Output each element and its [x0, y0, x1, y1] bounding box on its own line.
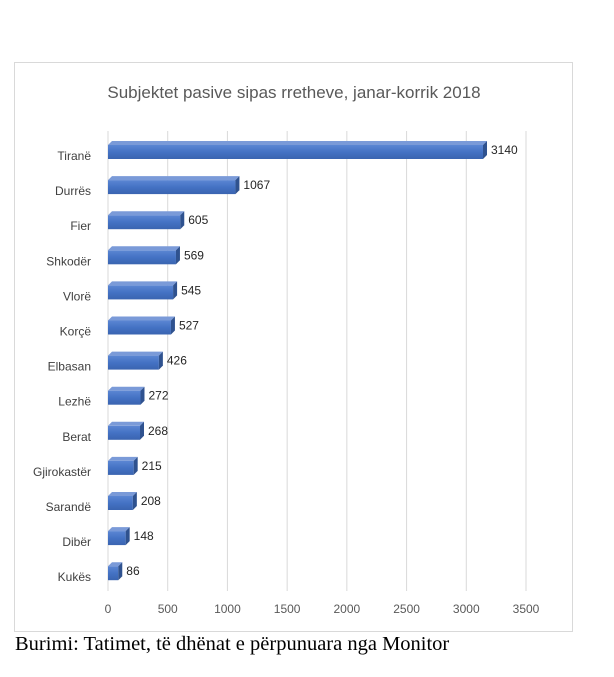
value-label-fier: 605 [188, 213, 208, 227]
bar-side-sarand- [132, 492, 137, 510]
bar-side-gjirokast-r [133, 456, 138, 475]
bar-vlor- [108, 285, 174, 300]
category-label-vlor-: Vlorë [63, 289, 91, 303]
grid-lines [107, 131, 527, 591]
bar-top-durr-s [108, 176, 240, 181]
bar-top-fier [108, 211, 185, 216]
bar-top-lezh- [108, 386, 145, 391]
value-label-durr-s: 1067 [243, 178, 270, 192]
category-label-berat: Berat [62, 430, 91, 444]
category-label-elbasan: Elbasan [48, 360, 91, 374]
bar-durr-s [108, 180, 236, 195]
value-label-kor-: 527 [179, 319, 199, 333]
bar-side-vlor- [173, 281, 178, 300]
bar-side-dib-r [125, 527, 130, 546]
bar-side-durr-s [235, 176, 240, 195]
x-tick-label-1000: 1000 [214, 602, 241, 616]
category-label-fier: Fier [70, 219, 91, 233]
value-label-tiran-: 3140 [491, 143, 518, 157]
bar-top-berat [108, 421, 145, 426]
x-tick-label-2000: 2000 [334, 602, 361, 616]
bars [108, 141, 488, 581]
bar-top-shkod-r [108, 246, 180, 251]
bar-top-gjirokast-r [108, 456, 138, 461]
value-label-dib-r: 148 [134, 529, 154, 543]
bar-top-dib-r [108, 527, 130, 532]
bar-shkod-r [108, 250, 176, 265]
chart-container: Subjektet pasive sipas rretheve, janar-k… [14, 62, 573, 632]
chart-title: Subjektet pasive sipas rretheve, janar-k… [107, 83, 480, 102]
category-label-kuk-s: Kukës [58, 570, 91, 584]
bar-top-kuk-s [108, 562, 123, 567]
bar-berat [108, 425, 141, 440]
bar-side-tiran- [483, 141, 488, 159]
category-label-durr-s: Durrës [55, 184, 91, 198]
bar-lezh- [108, 390, 141, 405]
bar-top-sarand- [108, 492, 137, 496]
bar-sarand- [108, 496, 133, 510]
bar-side-shkod-r [175, 246, 180, 265]
category-label-sarand-: Sarandë [46, 500, 92, 514]
value-label-sarand-: 208 [141, 494, 161, 508]
value-label-elbasan: 426 [167, 354, 187, 368]
bar-kor- [108, 320, 171, 335]
x-tick-label-3000: 3000 [453, 602, 480, 616]
bar-kuk-s [108, 566, 119, 581]
bar-top-elbasan [108, 351, 163, 356]
category-label-gjirokast-r: Gjirokastër [33, 465, 91, 479]
category-label-kor-: Korçë [60, 325, 92, 339]
x-tick-label-1500: 1500 [274, 602, 301, 616]
bar-dib-r [108, 531, 126, 546]
value-label-gjirokast-r: 215 [142, 459, 162, 473]
bar-chart: Subjektet pasive sipas rretheve, janar-k… [33, 83, 540, 616]
category-label-lezh-: Lezhë [58, 395, 91, 409]
bar-side-kuk-s [118, 562, 123, 581]
source-caption: Burimi: Tatimet, të dhënat e përpunuara … [15, 633, 450, 655]
bar-tiran- [108, 145, 484, 159]
bar-side-elbasan [158, 351, 163, 370]
value-label-berat: 268 [148, 424, 168, 438]
bar-top-kor- [108, 316, 175, 321]
bar-top-tiran- [108, 141, 488, 145]
value-label-kuk-s: 86 [126, 564, 140, 578]
x-tick-label-500: 500 [158, 602, 178, 616]
category-label-shkod-r: Shkodër [46, 254, 91, 268]
labels: 0 500 1000 1500 2000 2500 3000 3500 Tiranë 3140 Du… [33, 143, 540, 616]
category-label-dib-r: Dibër [62, 535, 91, 549]
bar-top-vlor- [108, 281, 178, 286]
bar-side-lezh- [140, 386, 145, 405]
x-tick-label-3500: 3500 [513, 602, 540, 616]
x-tick-label-0: 0 [105, 602, 112, 616]
bar-fier [108, 215, 181, 230]
bar-gjirokast-r [108, 460, 134, 475]
bar-elbasan [108, 355, 159, 370]
value-label-lezh-: 272 [148, 389, 168, 403]
bar-side-berat [140, 421, 145, 440]
value-label-vlor-: 545 [181, 283, 201, 297]
x-tick-label-2500: 2500 [393, 602, 420, 616]
bar-side-kor- [170, 316, 175, 335]
category-label-tiran-: Tiranë [57, 149, 91, 163]
value-label-shkod-r: 569 [184, 248, 204, 262]
bar-side-fier [180, 211, 185, 230]
